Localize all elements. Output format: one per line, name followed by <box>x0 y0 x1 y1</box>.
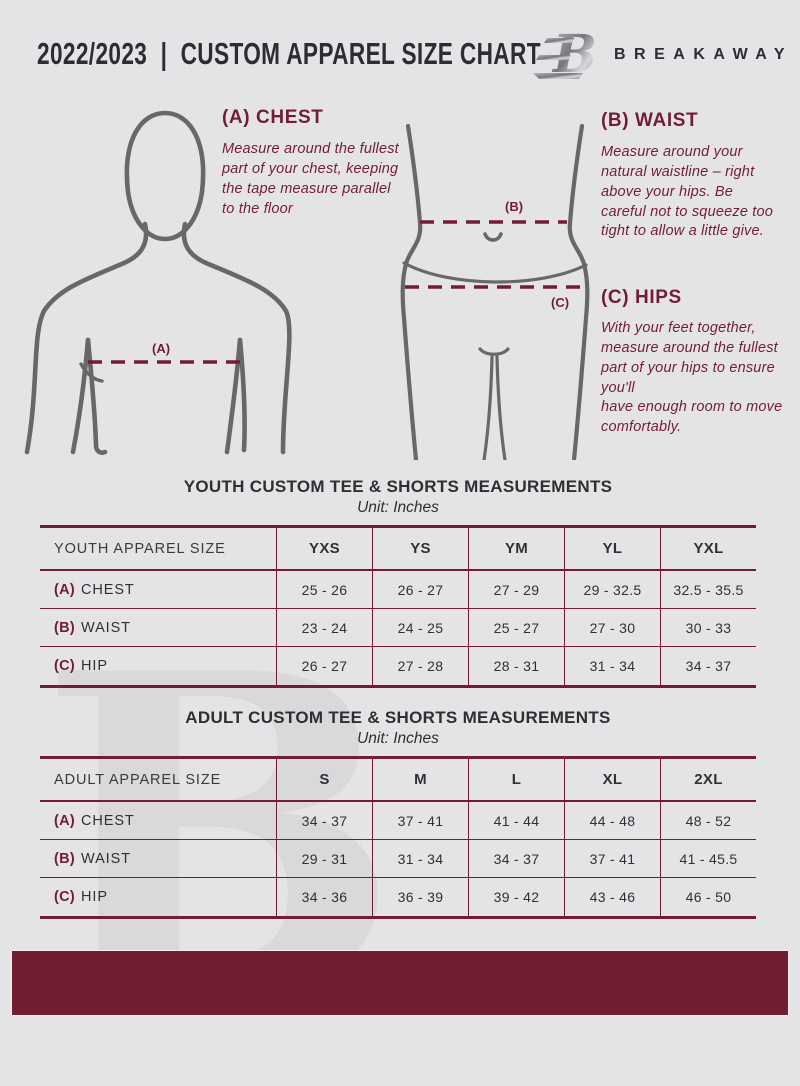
youth-cell: 26 - 27 <box>276 647 372 685</box>
youth-cell: 31 - 34 <box>564 647 660 685</box>
adult-cell: 36 - 39 <box>372 878 468 916</box>
youth-cell: 28 - 31 <box>468 647 564 685</box>
youth-cell: 27 - 29 <box>468 571 564 609</box>
adult-size-label-header: ADULT APPAREL SIZE <box>40 759 276 802</box>
row-prefix: (A) <box>54 581 76 598</box>
waist-marker-label: (B) <box>505 199 524 214</box>
youth-row-label: (C) HIP <box>40 647 276 685</box>
hips-description: With your feet together, measure around … <box>601 320 783 436</box>
chest-marker-label: (A) <box>152 341 171 356</box>
adult-cell: 31 - 34 <box>372 840 468 878</box>
row-label-text: CHEST <box>81 812 135 829</box>
row-label-text: HIP <box>81 658 108 674</box>
youth-row-label: (B) WAIST <box>40 609 276 647</box>
adult-cell: 39 - 42 <box>468 878 564 916</box>
adult-size-header: L <box>468 759 564 802</box>
chest-description: Measure around the fullest part of your … <box>222 141 399 217</box>
adult-size-table: ADULT APPAREL SIZE S M L XL 2XL (A) CHES… <box>40 756 756 919</box>
youth-row-label: (A) CHEST <box>40 571 276 609</box>
adult-size-header: 2XL <box>660 759 756 802</box>
adult-size-header: XL <box>564 759 660 802</box>
youth-size-label-header: YOUTH APPAREL SIZE <box>40 528 276 571</box>
adult-cell: 29 - 31 <box>276 840 372 878</box>
hips-heading: (C) HIPS <box>601 287 682 308</box>
adult-cell: 46 - 50 <box>660 878 756 916</box>
youth-cell: 27 - 30 <box>564 609 660 647</box>
youth-table-title: YOUTH CUSTOM TEE & SHORTS MEASUREMENTS <box>183 477 613 496</box>
youth-cell: 32.5 - 35.5 <box>660 571 756 609</box>
row-label-text: WAIST <box>81 619 131 636</box>
adult-cell: 37 - 41 <box>372 802 468 840</box>
breakaway-logo-icon: B <box>533 24 597 82</box>
adult-table-title: ADULT CUSTOM TEE & SHORTS MEASUREMENTS <box>185 708 611 727</box>
row-label-text: CHEST <box>81 581 135 598</box>
youth-cell: 24 - 25 <box>372 609 468 647</box>
adult-cell: 37 - 41 <box>564 840 660 878</box>
youth-cell: 26 - 27 <box>372 571 468 609</box>
youth-cell: 23 - 24 <box>276 609 372 647</box>
adult-table-unit: Unit: Inches <box>357 730 439 747</box>
svg-text:B: B <box>551 24 597 82</box>
adult-cell: 41 - 44 <box>468 802 564 840</box>
adult-size-header: M <box>372 759 468 802</box>
youth-cell: 25 - 27 <box>468 609 564 647</box>
adult-row-label: (A) CHEST <box>40 802 276 840</box>
adult-cell: 44 - 48 <box>564 802 660 840</box>
adult-size-header: S <box>276 759 372 802</box>
waist-description: Measure around your natural waistline – … <box>601 144 774 240</box>
adult-cell: 48 - 52 <box>660 802 756 840</box>
youth-cell: 34 - 37 <box>660 647 756 685</box>
row-prefix: (C) <box>54 889 76 905</box>
row-prefix: (C) <box>54 658 76 674</box>
youth-cell: 27 - 28 <box>372 647 468 685</box>
row-label-text: HIP <box>81 889 108 905</box>
youth-table-unit: Unit: Inches <box>357 499 439 516</box>
youth-size-header: YM <box>468 528 564 571</box>
youth-size-table: YOUTH APPAREL SIZE YXS YS YM YL YXL (A) … <box>40 525 756 688</box>
waist-hips-figure-illustration <box>400 123 590 460</box>
waist-heading: (B) WAIST <box>601 110 699 131</box>
youth-size-header: YXS <box>276 528 372 571</box>
adult-cell: 41 - 45.5 <box>660 840 756 878</box>
row-label-text: WAIST <box>81 850 131 867</box>
footer-bar <box>12 951 788 1015</box>
youth-size-header: YXL <box>660 528 756 571</box>
youth-size-header: YS <box>372 528 468 571</box>
row-prefix: (A) <box>54 812 76 829</box>
adult-cell: 34 - 37 <box>468 840 564 878</box>
hips-marker-label: (C) <box>551 295 570 310</box>
youth-cell: 25 - 26 <box>276 571 372 609</box>
adult-row-label: (B) WAIST <box>40 840 276 878</box>
youth-cell: 29 - 32.5 <box>564 571 660 609</box>
brand-name: BREAKAWAY <box>614 46 794 63</box>
chest-figure-illustration <box>24 110 292 455</box>
chest-heading: (A) CHEST <box>222 107 324 128</box>
adult-row-label: (C) HIP <box>40 878 276 916</box>
adult-cell: 34 - 37 <box>276 802 372 840</box>
youth-size-header: YL <box>564 528 660 571</box>
page-title: 2022/2023 | CUSTOM APPAREL SIZE CHART <box>37 36 541 71</box>
adult-cell: 34 - 36 <box>276 878 372 916</box>
adult-cell: 43 - 46 <box>564 878 660 916</box>
youth-cell: 30 - 33 <box>660 609 756 647</box>
row-prefix: (B) <box>54 619 76 636</box>
row-prefix: (B) <box>54 850 76 867</box>
